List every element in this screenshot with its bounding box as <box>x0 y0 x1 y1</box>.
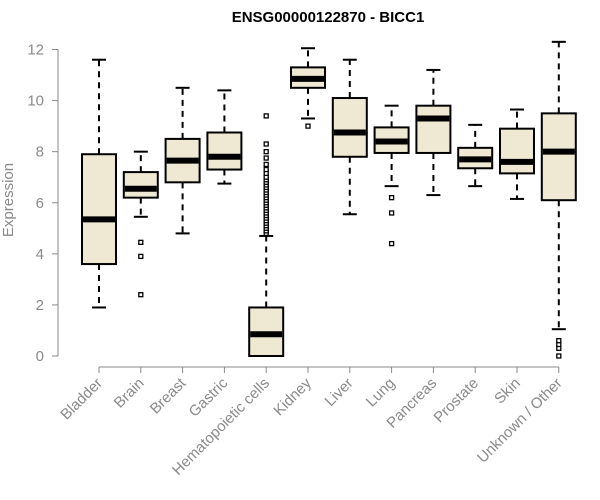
y-tick-label: 12 <box>27 42 44 59</box>
x-tick-label: Kidney <box>270 374 315 419</box>
box-skin <box>499 108 535 200</box>
outlier-point <box>138 253 144 260</box>
x-tick-label: Liver <box>322 375 357 410</box>
y-tick-label: 2 <box>36 297 44 314</box>
chart-title: ENSG00000122870 - BICC1 <box>232 9 425 26</box>
box-gastric <box>206 89 243 185</box>
outlier-point <box>138 239 144 245</box>
iqr-box <box>206 131 243 171</box>
outlier-point <box>263 161 269 168</box>
y-tick-label: 6 <box>36 195 44 212</box>
x-tick-label: Bladder <box>57 375 106 424</box>
box-hematopoietic-cells <box>248 113 285 357</box>
iqr-box <box>540 112 577 202</box>
y-tick-label: 8 <box>36 144 44 161</box>
box-group <box>81 40 577 359</box>
outlier-point <box>263 141 269 147</box>
iqr-box <box>81 153 117 266</box>
y-axis: 0 2 4 6 8 10 12 <box>27 42 59 365</box>
outlier-point <box>263 113 269 119</box>
outlier-point <box>138 292 144 298</box>
outlier-point <box>556 338 562 344</box>
iqr-box <box>331 97 368 158</box>
box-prostate <box>457 123 494 188</box>
box-bladder <box>81 58 117 309</box>
y-tick-label: 4 <box>36 246 44 263</box>
box-pancreas <box>415 68 452 197</box>
x-tick-label: Lung <box>363 375 399 411</box>
iqr-box <box>499 127 535 175</box>
box-lung <box>373 104 410 247</box>
outlier-point <box>263 166 269 173</box>
outlier-point <box>556 353 562 359</box>
box-kidney <box>290 47 326 129</box>
box-liver <box>331 58 368 216</box>
outlier-point <box>388 194 395 201</box>
outlier-point <box>263 149 269 155</box>
iqr-box <box>415 104 452 154</box>
outlier-point <box>305 123 311 129</box>
y-tick-label: 0 <box>36 348 44 365</box>
box-breast <box>164 86 201 235</box>
x-tick-label: Skin <box>491 375 524 408</box>
x-tick-label: Brain <box>111 375 148 412</box>
outlier-point <box>263 155 269 161</box>
iqr-box <box>122 171 159 199</box>
x-tick-label: Breast <box>147 374 190 417</box>
box-unknown-other <box>540 40 577 359</box>
y-axis-label: Expression <box>0 163 17 237</box>
outlier-point <box>388 210 395 216</box>
outlier-point <box>388 240 395 247</box>
y-tick-label: 10 <box>27 93 44 110</box>
x-tick-label: Prostate <box>430 375 482 427</box>
box-brain <box>122 150 159 298</box>
